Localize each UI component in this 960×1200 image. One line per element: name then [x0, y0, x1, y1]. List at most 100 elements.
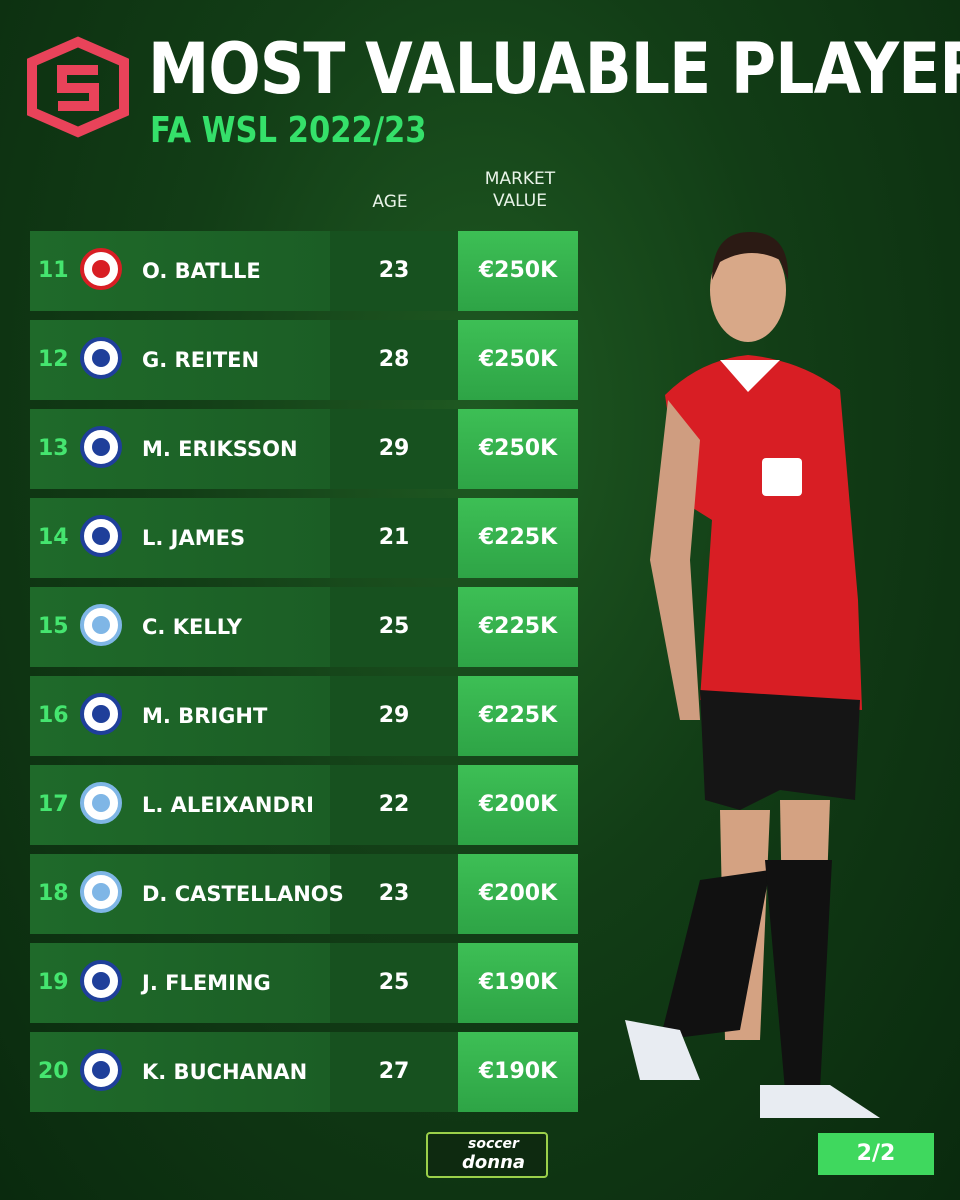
player-name: D. CASTELLANOS	[142, 882, 344, 906]
rank: 19	[38, 970, 69, 995]
club-crest	[80, 515, 122, 557]
brand-text: soccer	[468, 1136, 519, 1152]
market-value: €225K	[478, 525, 558, 550]
rank: 13	[38, 436, 69, 461]
club-crest	[80, 693, 122, 735]
club-crest	[80, 960, 122, 1002]
club-crest-inner	[92, 972, 110, 990]
player-name: J. FLEMING	[142, 971, 271, 995]
player-name: C. KELLY	[142, 615, 243, 639]
rank: 18	[38, 881, 69, 906]
column-header: MARKET VALUE	[484, 169, 556, 211]
market-value: €200K	[478, 881, 558, 906]
table-row: 16 M. BRIGHT 29 €225K	[30, 676, 578, 756]
age-bg	[330, 587, 458, 667]
rank: 11	[38, 258, 69, 283]
market-value: €190K	[478, 1059, 558, 1084]
value-bg	[458, 231, 578, 311]
age-bg	[330, 498, 458, 578]
club-crest	[80, 604, 122, 646]
player-name: M. ERIKSSON	[142, 437, 298, 461]
player-name: L. ALEIXANDRI	[142, 793, 314, 817]
value-bg	[458, 587, 578, 667]
club-crest-inner	[92, 527, 110, 545]
player-name: O. BATLLE	[142, 259, 261, 283]
player-name: K. BUCHANAN	[142, 1060, 308, 1084]
market-value: €250K	[478, 436, 558, 461]
club-crest-inner	[92, 1061, 110, 1079]
club-crest	[80, 426, 122, 468]
market-value: €225K	[478, 614, 558, 639]
table-row: 14 L. JAMES 21 €225K	[30, 498, 578, 578]
table-row: 12 G. REITEN 28 €250K	[30, 320, 578, 400]
value-bg	[458, 943, 578, 1023]
club-crest	[80, 871, 122, 913]
age: 22	[378, 792, 410, 817]
age-bg	[330, 409, 458, 489]
rank: 12	[38, 347, 69, 372]
club-crest-inner	[92, 438, 110, 456]
brand-logo: soccer donna	[426, 1132, 548, 1178]
value-bg	[458, 409, 578, 489]
club-crest-inner	[92, 883, 110, 901]
club-crest-inner	[92, 349, 110, 367]
age-bg	[330, 320, 458, 400]
club-crest	[80, 337, 122, 379]
age-bg	[330, 854, 458, 934]
page-indicator: 2/2	[818, 1133, 934, 1175]
value-bg	[458, 320, 578, 400]
market-value: €225K	[478, 703, 558, 728]
market-value: €190K	[478, 970, 558, 995]
player-name: M. BRIGHT	[142, 704, 268, 728]
age: 29	[378, 436, 410, 461]
age-bg	[330, 231, 458, 311]
title: MOST VALUABLE PLAYER	[148, 28, 960, 110]
table-row: 11 O. BATLLE 23 €250K	[30, 231, 578, 311]
table-row: 13 M. ERIKSSON 29 €250K	[30, 409, 578, 489]
table-row: 19 J. FLEMING 25 €190K	[30, 943, 578, 1023]
player-name: G. REITEN	[142, 348, 260, 372]
table-row: 18 D. CASTELLANOS 23 €200K	[30, 854, 578, 934]
value-bg	[458, 765, 578, 845]
age-bg	[330, 943, 458, 1023]
age: 21	[378, 525, 410, 550]
club-crest	[80, 782, 122, 824]
player-name: L. JAMES	[142, 526, 246, 550]
market-value: €250K	[478, 347, 558, 372]
age: 23	[378, 881, 410, 906]
age: 29	[378, 703, 410, 728]
value-bg	[458, 498, 578, 578]
table-row: 20 K. BUCHANAN 27 €190K	[30, 1032, 578, 1112]
league-logo-s	[57, 65, 99, 111]
age: 28	[378, 347, 410, 372]
player-figure	[625, 232, 880, 1118]
table-row: 15 C. KELLY 25 €225K	[30, 587, 578, 667]
club-crest-inner	[92, 705, 110, 723]
age-bg	[330, 676, 458, 756]
club-crest	[80, 248, 122, 290]
club-crest-inner	[92, 260, 110, 278]
club-crest-inner	[92, 616, 110, 634]
age: 23	[378, 258, 410, 283]
subtitle: FA WSL 2022/23	[150, 110, 427, 151]
age: 25	[378, 614, 410, 639]
age-bg	[330, 765, 458, 845]
market-value: €250K	[478, 258, 558, 283]
value-bg	[458, 854, 578, 934]
club-crest	[80, 1049, 122, 1091]
brand-text: donna	[462, 1152, 526, 1173]
age: 25	[378, 970, 410, 995]
age-bg	[330, 1032, 458, 1112]
table-row: 17 L. ALEIXANDRI 22 €200K	[30, 765, 578, 845]
column-header: AGE	[372, 192, 408, 212]
rank: 16	[38, 703, 69, 728]
rank: 15	[38, 614, 69, 639]
rank: 17	[38, 792, 69, 817]
value-bg	[458, 1032, 578, 1112]
rank: 14	[38, 525, 69, 550]
market-value: €200K	[478, 792, 558, 817]
league-logo	[27, 36, 129, 138]
age: 27	[378, 1059, 410, 1084]
